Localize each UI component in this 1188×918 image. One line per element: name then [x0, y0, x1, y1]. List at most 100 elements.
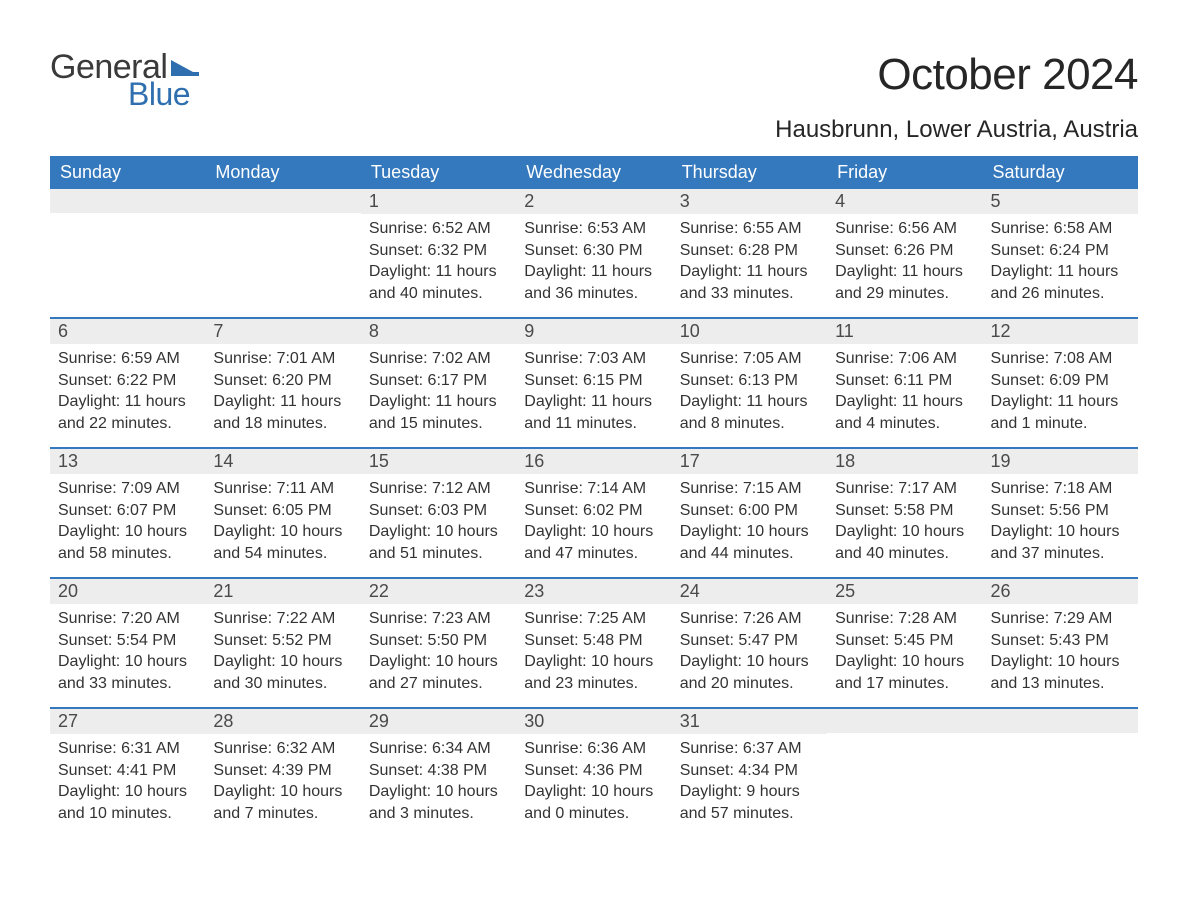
- day-cell: 1Sunrise: 6:52 AMSunset: 6:32 PMDaylight…: [361, 189, 516, 317]
- sunrise-line: Sunrise: 7:09 AM: [58, 478, 197, 500]
- day-number: [983, 709, 1138, 733]
- day-number: 1: [361, 189, 516, 214]
- day-number: 7: [205, 319, 360, 344]
- sunset-line: Sunset: 6:26 PM: [835, 240, 974, 262]
- sunset-line: Sunset: 6:13 PM: [680, 370, 819, 392]
- sunset-line: Sunset: 6:17 PM: [369, 370, 508, 392]
- day-body: [205, 213, 360, 225]
- sunset-line: Sunset: 4:34 PM: [680, 760, 819, 782]
- day-cell-blank: [50, 189, 205, 317]
- day-body: Sunrise: 6:58 AMSunset: 6:24 PMDaylight:…: [983, 214, 1138, 312]
- daylight-line: Daylight: 10 hours and 3 minutes.: [369, 781, 508, 824]
- daylight-line: Daylight: 11 hours and 8 minutes.: [680, 391, 819, 434]
- weekday-header: Tuesday: [361, 156, 516, 189]
- sunset-line: Sunset: 5:47 PM: [680, 630, 819, 652]
- day-number: [50, 189, 205, 213]
- daylight-line: Daylight: 10 hours and 0 minutes.: [524, 781, 663, 824]
- day-number: 9: [516, 319, 671, 344]
- day-cell: 27Sunrise: 6:31 AMSunset: 4:41 PMDayligh…: [50, 709, 205, 837]
- day-body: [827, 733, 982, 745]
- day-number: 24: [672, 579, 827, 604]
- daylight-line: Daylight: 11 hours and 4 minutes.: [835, 391, 974, 434]
- day-body: Sunrise: 7:29 AMSunset: 5:43 PMDaylight:…: [983, 604, 1138, 702]
- day-body: Sunrise: 6:52 AMSunset: 6:32 PMDaylight:…: [361, 214, 516, 312]
- daylight-line: Daylight: 11 hours and 1 minute.: [991, 391, 1130, 434]
- weekday-header: Monday: [205, 156, 360, 189]
- week-row: 27Sunrise: 6:31 AMSunset: 4:41 PMDayligh…: [50, 707, 1138, 837]
- day-number: 2: [516, 189, 671, 214]
- sunset-line: Sunset: 6:24 PM: [991, 240, 1130, 262]
- brand-text-blue: Blue: [128, 78, 190, 110]
- day-number: 29: [361, 709, 516, 734]
- day-number: 3: [672, 189, 827, 214]
- day-body: Sunrise: 7:17 AMSunset: 5:58 PMDaylight:…: [827, 474, 982, 572]
- sunset-line: Sunset: 5:50 PM: [369, 630, 508, 652]
- week-row: 20Sunrise: 7:20 AMSunset: 5:54 PMDayligh…: [50, 577, 1138, 707]
- sunrise-line: Sunrise: 7:18 AM: [991, 478, 1130, 500]
- day-number: 4: [827, 189, 982, 214]
- day-number: 12: [983, 319, 1138, 344]
- day-body: Sunrise: 7:18 AMSunset: 5:56 PMDaylight:…: [983, 474, 1138, 572]
- day-number: 18: [827, 449, 982, 474]
- day-body: [50, 213, 205, 225]
- daylight-line: Daylight: 10 hours and 13 minutes.: [991, 651, 1130, 694]
- sunrise-line: Sunrise: 6:31 AM: [58, 738, 197, 760]
- day-body: Sunrise: 6:56 AMSunset: 6:26 PMDaylight:…: [827, 214, 982, 312]
- week-row: 6Sunrise: 6:59 AMSunset: 6:22 PMDaylight…: [50, 317, 1138, 447]
- day-cell-blank: [827, 709, 982, 837]
- sunrise-line: Sunrise: 7:02 AM: [369, 348, 508, 370]
- sunrise-line: Sunrise: 7:17 AM: [835, 478, 974, 500]
- day-body: Sunrise: 6:36 AMSunset: 4:36 PMDaylight:…: [516, 734, 671, 832]
- day-cell: 30Sunrise: 6:36 AMSunset: 4:36 PMDayligh…: [516, 709, 671, 837]
- daylight-line: Daylight: 11 hours and 18 minutes.: [213, 391, 352, 434]
- daylight-line: Daylight: 10 hours and 40 minutes.: [835, 521, 974, 564]
- day-cell: 4Sunrise: 6:56 AMSunset: 6:26 PMDaylight…: [827, 189, 982, 317]
- day-body: Sunrise: 6:32 AMSunset: 4:39 PMDaylight:…: [205, 734, 360, 832]
- day-number: 5: [983, 189, 1138, 214]
- sunset-line: Sunset: 6:28 PM: [680, 240, 819, 262]
- day-cell-blank: [983, 709, 1138, 837]
- day-cell: 16Sunrise: 7:14 AMSunset: 6:02 PMDayligh…: [516, 449, 671, 577]
- day-cell: 21Sunrise: 7:22 AMSunset: 5:52 PMDayligh…: [205, 579, 360, 707]
- day-cell: 15Sunrise: 7:12 AMSunset: 6:03 PMDayligh…: [361, 449, 516, 577]
- day-number: 28: [205, 709, 360, 734]
- daylight-line: Daylight: 9 hours and 57 minutes.: [680, 781, 819, 824]
- sunrise-line: Sunrise: 6:53 AM: [524, 218, 663, 240]
- day-body: Sunrise: 7:01 AMSunset: 6:20 PMDaylight:…: [205, 344, 360, 442]
- daylight-line: Daylight: 10 hours and 17 minutes.: [835, 651, 974, 694]
- day-number: 31: [672, 709, 827, 734]
- daylight-line: Daylight: 10 hours and 51 minutes.: [369, 521, 508, 564]
- week-row: 1Sunrise: 6:52 AMSunset: 6:32 PMDaylight…: [50, 189, 1138, 317]
- day-body: Sunrise: 7:14 AMSunset: 6:02 PMDaylight:…: [516, 474, 671, 572]
- sunset-line: Sunset: 5:58 PM: [835, 500, 974, 522]
- sunrise-line: Sunrise: 7:14 AM: [524, 478, 663, 500]
- sunset-line: Sunset: 6:02 PM: [524, 500, 663, 522]
- weekday-header-row: SundayMondayTuesdayWednesdayThursdayFrid…: [50, 156, 1138, 189]
- day-cell: 26Sunrise: 7:29 AMSunset: 5:43 PMDayligh…: [983, 579, 1138, 707]
- location-subtitle: Hausbrunn, Lower Austria, Austria: [775, 116, 1138, 144]
- day-cell: 5Sunrise: 6:58 AMSunset: 6:24 PMDaylight…: [983, 189, 1138, 317]
- day-cell: 3Sunrise: 6:55 AMSunset: 6:28 PMDaylight…: [672, 189, 827, 317]
- day-body: Sunrise: 7:05 AMSunset: 6:13 PMDaylight:…: [672, 344, 827, 442]
- day-cell: 2Sunrise: 6:53 AMSunset: 6:30 PMDaylight…: [516, 189, 671, 317]
- sunset-line: Sunset: 4:41 PM: [58, 760, 197, 782]
- day-body: Sunrise: 7:20 AMSunset: 5:54 PMDaylight:…: [50, 604, 205, 702]
- day-body: Sunrise: 7:06 AMSunset: 6:11 PMDaylight:…: [827, 344, 982, 442]
- day-number: 20: [50, 579, 205, 604]
- sunrise-line: Sunrise: 7:05 AM: [680, 348, 819, 370]
- sunrise-line: Sunrise: 6:58 AM: [991, 218, 1130, 240]
- daylight-line: Daylight: 11 hours and 22 minutes.: [58, 391, 197, 434]
- day-number: 14: [205, 449, 360, 474]
- day-body: Sunrise: 7:11 AMSunset: 6:05 PMDaylight:…: [205, 474, 360, 572]
- sunrise-line: Sunrise: 7:23 AM: [369, 608, 508, 630]
- sunset-line: Sunset: 4:36 PM: [524, 760, 663, 782]
- day-number: 16: [516, 449, 671, 474]
- day-number: 11: [827, 319, 982, 344]
- brand-logo: General Blue: [50, 50, 199, 110]
- day-cell: 19Sunrise: 7:18 AMSunset: 5:56 PMDayligh…: [983, 449, 1138, 577]
- sunset-line: Sunset: 6:30 PM: [524, 240, 663, 262]
- sunset-line: Sunset: 6:09 PM: [991, 370, 1130, 392]
- daylight-line: Daylight: 11 hours and 15 minutes.: [369, 391, 508, 434]
- day-number: 17: [672, 449, 827, 474]
- page-title: October 2024: [775, 50, 1138, 100]
